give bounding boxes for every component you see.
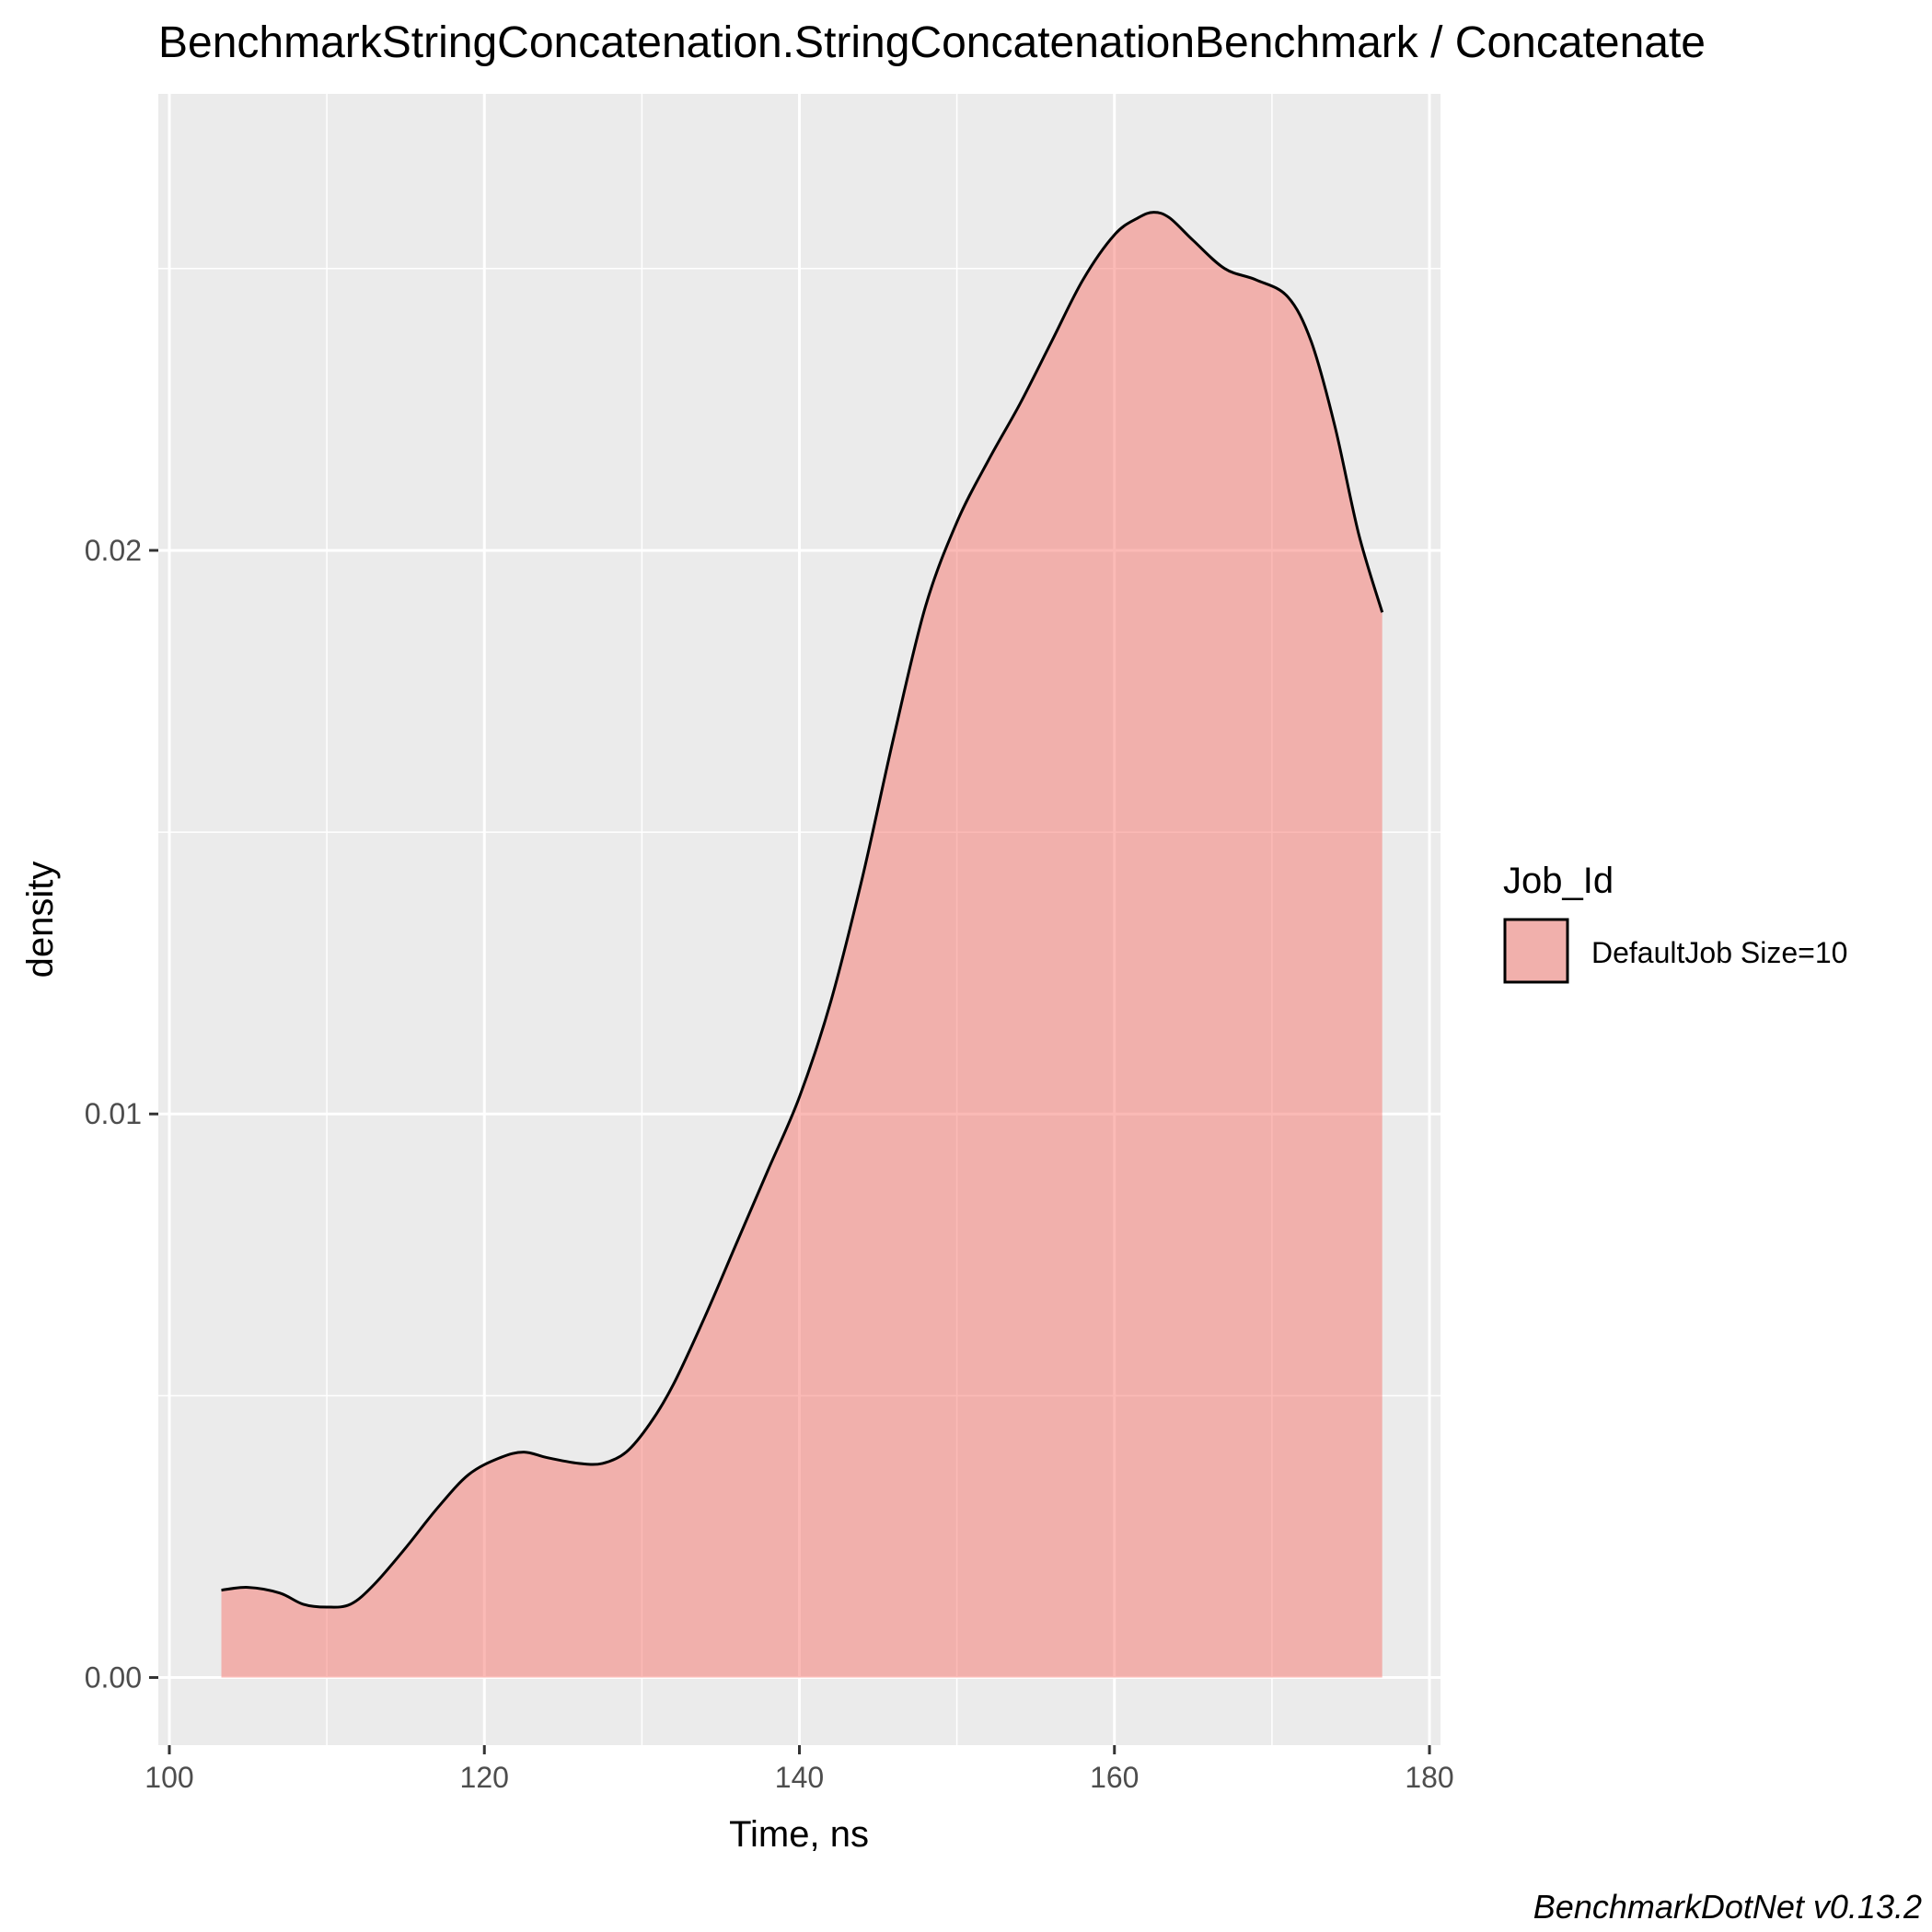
x-axis-title: Time, ns (729, 1814, 869, 1855)
legend: Job_Id DefaultJob Size=10 (1503, 861, 1847, 984)
x-tick-label: 140 (775, 1761, 824, 1794)
axes: 100 120 140 160 180 0.00 0.01 0.02 (85, 534, 1454, 1794)
y-tick-label: 0.02 (85, 534, 142, 567)
x-tick-label: 120 (460, 1761, 509, 1794)
legend-title: Job_Id (1503, 861, 1614, 901)
density-area (221, 212, 1382, 1678)
legend-swatch (1503, 918, 1569, 984)
x-tick-label: 100 (145, 1761, 193, 1794)
y-axis-title: density (20, 862, 61, 978)
density-layer (221, 211, 1384, 1678)
chart-title: BenchmarkStringConcatenation.StringConca… (158, 18, 1706, 67)
y-tick-label: 0.01 (85, 1097, 142, 1130)
chart-caption: BenchmarkDotNet v0.13.2 (1533, 1888, 1922, 1926)
y-tick-label: 0.00 (85, 1661, 142, 1695)
x-tick-label: 180 (1405, 1761, 1453, 1794)
density-line (221, 211, 1384, 1609)
x-tick-label: 160 (1090, 1761, 1139, 1794)
legend-label: DefaultJob Size=10 (1591, 936, 1847, 969)
